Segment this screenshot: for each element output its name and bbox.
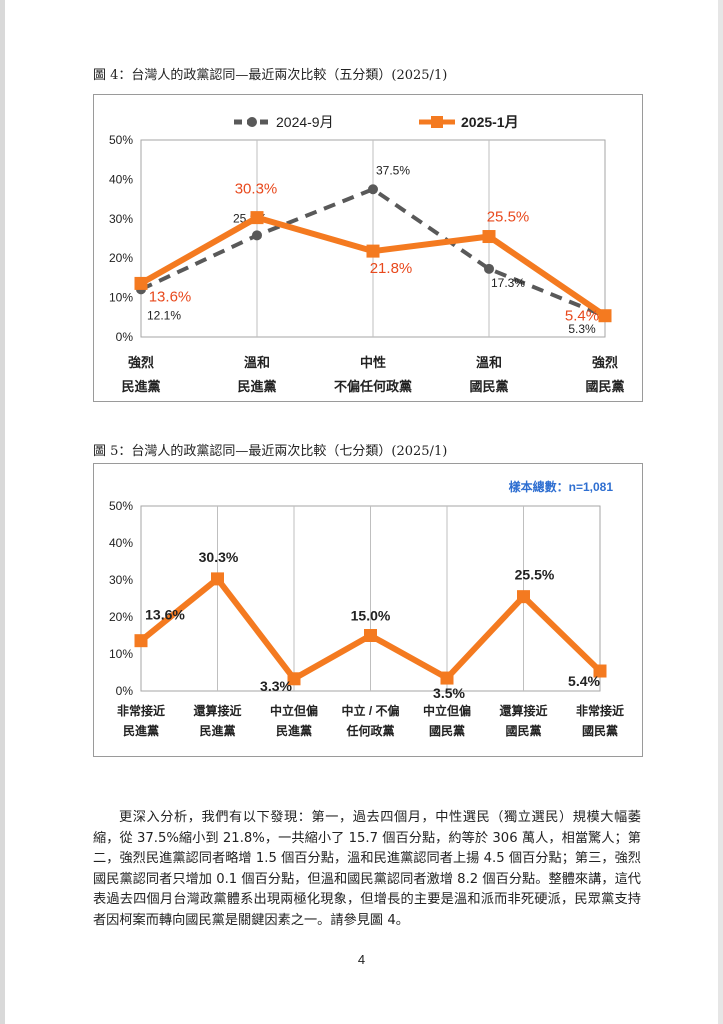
y-tick-label: 0% (116, 330, 134, 344)
y-tick-label: 10% (109, 647, 133, 661)
y-tick-label: 50% (109, 133, 133, 147)
x-category-label: 國民黨 (505, 723, 541, 738)
y-tick-label: 20% (109, 251, 133, 265)
data-point (211, 572, 224, 586)
legend-marker (431, 116, 443, 128)
y-tick-label: 20% (109, 610, 133, 624)
page-edge-right (718, 0, 723, 1024)
y-tick-label: 50% (109, 499, 133, 513)
x-category-label: 強烈 (592, 355, 618, 370)
x-category-label: 民進黨 (237, 379, 276, 394)
x-category-label: 溫和 (476, 355, 502, 370)
y-tick-label: 30% (109, 573, 133, 587)
x-category-label: 非常接近 (576, 703, 624, 718)
x-category-label: 還算接近 (193, 703, 241, 718)
data-label: 37.5% (376, 163, 410, 177)
data-label: 21.8% (370, 260, 413, 277)
x-category-label: 民進黨 (276, 723, 312, 738)
x-category-label: 國民黨 (469, 379, 508, 394)
x-category-label: 中立但偏 (270, 703, 318, 718)
data-point (287, 672, 301, 686)
data-label: 25.5% (515, 567, 555, 583)
x-category-label: 不偏任何政黨 (334, 379, 412, 394)
y-tick-label: 40% (109, 536, 133, 550)
x-category-label: 任何政黨 (345, 723, 394, 738)
x-category-label: 中性 (360, 355, 386, 370)
sample-size-note: 樣本總數：n=1,081 (509, 479, 614, 494)
page-number: 4 (357, 952, 366, 967)
data-point (593, 664, 607, 678)
data-point (250, 211, 264, 225)
data-label: 3.3% (260, 678, 292, 694)
x-category-label: 民進黨 (199, 723, 235, 738)
figure-5-chart: 0% 10% 20% 30% 40% 50% 非常接近民進黨 還算接近民進黨 中立但偏民進黨 中立… (93, 463, 643, 757)
data-label: 30.3% (235, 181, 278, 198)
data-label: 3.5% (433, 685, 465, 701)
data-label: 13.6% (145, 607, 185, 623)
data-label: 17.3% (491, 276, 525, 290)
x-category-label: 溫和 (244, 355, 270, 370)
x-category-label: 國民黨 (585, 379, 624, 394)
figure-4-caption: 圖 4：台灣人的政黨認同—最近兩次比較（五分類）(2025/1) (93, 68, 448, 83)
analysis-paragraph: 更深入分析，我們有以下發現：第一，過去四個月，中性選民（獨立選民）規模大幅萎縮，… (93, 810, 641, 928)
y-tick-label: 0% (116, 684, 134, 698)
x-category-label: 中立 / 不偏 (341, 703, 399, 718)
data-label: 13.6% (149, 288, 192, 305)
data-label: 15.0% (351, 608, 391, 624)
data-point (484, 263, 494, 274)
series-line-0 (140, 187, 606, 318)
data-label: 5.4% (568, 673, 600, 689)
x-category-label: 非常接近 (117, 703, 165, 718)
data-point (598, 309, 612, 323)
figure-4-chart: 0% 10% 20% 30% 40% 50% 強烈民進黨 溫和民進黨 中性不偏任何政黨 溫和國民黨… (93, 94, 643, 402)
y-tick-label: 40% (109, 172, 133, 186)
data-label: 5.3% (568, 322, 596, 336)
x-category-label: 中立但偏 (423, 703, 471, 718)
data-point (517, 590, 530, 604)
x-category-label: 強烈 (128, 355, 154, 370)
legend-label: 2024-9月 (276, 114, 334, 130)
x-category-label: 民進黨 (123, 723, 159, 738)
y-tick-label: 10% (109, 291, 133, 305)
data-label: 30.3% (199, 549, 239, 565)
x-category-label: 國民黨 (582, 723, 618, 738)
data-point (482, 230, 496, 244)
data-point (364, 629, 377, 642)
data-label: 25.5% (487, 209, 530, 226)
figure-5-caption: 圖 5：台灣人的政黨認同—最近兩次比較（七分類）(2025/1) (93, 444, 448, 459)
x-category-label: 民進黨 (121, 379, 160, 394)
legend-label: 2025-1月 (461, 114, 519, 130)
data-point (368, 184, 378, 195)
data-point (366, 244, 380, 258)
data-label: 12.1% (147, 308, 181, 322)
data-label: 5.4% (565, 308, 599, 325)
data-point (134, 276, 148, 290)
data-point (252, 230, 262, 241)
page-edge-left (0, 0, 5, 1024)
x-category-label: 還算接近 (499, 703, 547, 718)
data-point (134, 634, 148, 648)
data-point (440, 671, 454, 685)
legend-marker (247, 117, 257, 127)
y-tick-label: 30% (109, 212, 133, 226)
x-category-label: 國民黨 (429, 723, 465, 738)
